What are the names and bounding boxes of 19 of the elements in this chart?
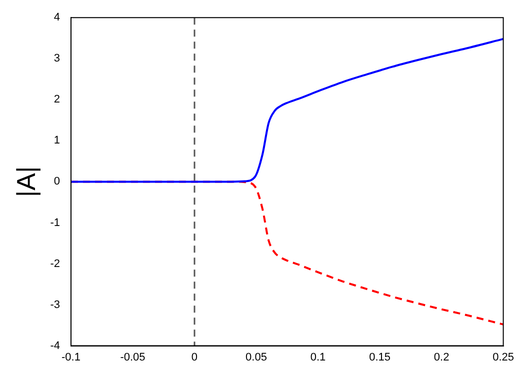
x-tick-label: -0.05 [120,351,146,364]
y-tick-label: 2 [54,94,60,106]
x-tick-label: 0.25 [492,351,514,364]
y-axis-title: |A| [10,166,41,198]
x-tick-label: 0.05 [246,351,267,364]
y-tick-label: 4 [54,12,60,24]
x-tick-label: 0.1 [310,351,326,364]
x-tick-label: 0.15 [369,351,390,364]
x-tick-label: 0 [191,351,198,364]
x-tick-label: -0.1 [61,351,80,364]
y-tick-label: 3 [54,52,60,65]
y-tick-label: 0 [54,176,60,188]
line-series [70,38,504,183]
y-tick-label: -3 [50,298,60,311]
y-tick-label: -2 [50,258,60,270]
y-tick-label: 1 [54,134,60,147]
x-tick-label: 0.2 [434,351,450,364]
y-tick-label: -4 [50,340,60,352]
y-tick-label: -1 [50,216,60,229]
